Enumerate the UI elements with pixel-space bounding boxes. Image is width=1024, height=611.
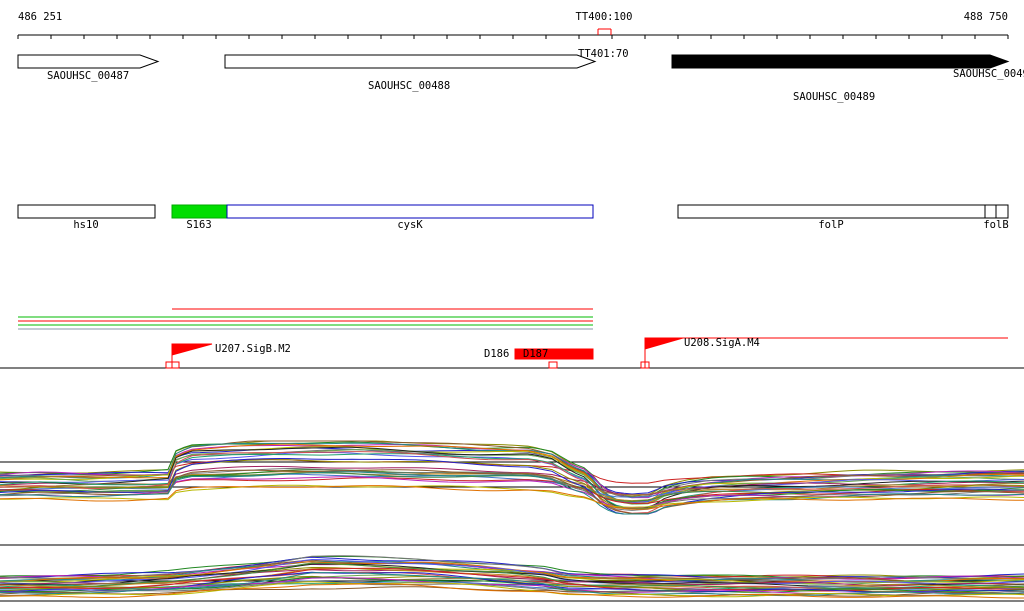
profile-trace	[0, 562, 1024, 591]
ruler-end-coordinate: 488 750	[963, 11, 1008, 23]
feature-box-cysK[interactable]	[226, 204, 594, 219]
gene-label-saouhsc-00487: SAOUHSC_00487	[47, 70, 130, 82]
flag-label-u208-siga-m4: U208.SigA.M4	[684, 337, 760, 349]
d186-label: D186	[484, 348, 510, 360]
baseline-mark-icon	[165, 361, 180, 369]
profile-trace	[0, 446, 1024, 510]
ruler-start-coordinate: 486 251	[18, 11, 63, 23]
gene-arrow-SAOUHSC_00487[interactable]	[17, 54, 160, 69]
feature-label-s163: S163	[186, 219, 212, 231]
profile-trace	[0, 451, 1024, 504]
flag-U208.SigA.M4[interactable]	[644, 337, 684, 350]
profile-trace	[0, 567, 1024, 589]
profile-trace	[0, 571, 1024, 597]
profile-trace	[0, 469, 1024, 514]
tt400-marker-label: TT400:100	[575, 11, 633, 23]
gene-label-saouhsc-00489: SAOUHSC_00489	[793, 91, 876, 103]
profile-trace	[0, 581, 1024, 598]
profile-trace	[0, 558, 1024, 585]
feature-label-folb: folB	[983, 219, 1009, 231]
profile-trace	[0, 471, 1024, 515]
feature-label-cysk: cysK	[397, 219, 423, 231]
profile-trace	[0, 485, 1024, 510]
baseline-mark-icon	[640, 361, 650, 369]
flag-U207.SigB.M2[interactable]	[171, 343, 213, 356]
feature-box-S163[interactable]	[171, 204, 228, 219]
profile-trace	[0, 583, 1024, 599]
profile-trace	[0, 567, 1024, 592]
flag-label-u207-sigb-m2: U207.SigB.M2	[215, 343, 291, 355]
profile-trace	[0, 556, 1024, 580]
tt401-marker-label: TT401:70	[578, 48, 629, 60]
feature-label-folp: folP	[818, 219, 844, 231]
gene-label-saouhsc-00488: SAOUHSC_00488	[368, 80, 451, 92]
profile-trace	[0, 458, 1024, 515]
feature-box-folP[interactable]	[677, 204, 986, 219]
baseline-mark-icon	[548, 361, 558, 369]
d187-label: D187	[523, 348, 549, 360]
gene-arrow-SAOUHSC_00489[interactable]	[671, 54, 1010, 69]
feature-box-hs10[interactable]	[17, 204, 156, 219]
feature-label-hs10: hs10	[73, 219, 99, 231]
profile-trace	[0, 586, 1024, 597]
gene-label-saouhsc-0049: SAOUHSC_0049	[953, 68, 1024, 80]
gene-arrow-SAOUHSC_00488[interactable]	[224, 54, 597, 69]
profile-trace	[0, 484, 1024, 508]
profile-trace	[0, 451, 1024, 514]
d-region-box[interactable]	[514, 348, 594, 360]
